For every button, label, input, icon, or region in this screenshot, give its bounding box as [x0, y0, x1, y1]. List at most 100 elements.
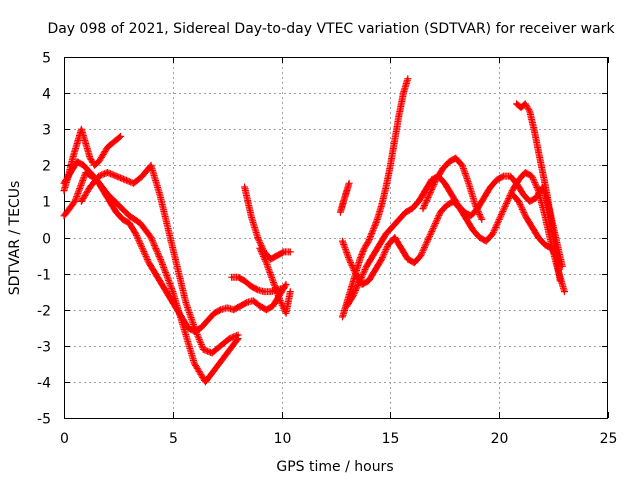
data-point [474, 203, 477, 207]
data-point [97, 174, 101, 178]
data-point [202, 348, 205, 351]
data-point [93, 164, 96, 167]
y-tick-label: -3 [37, 340, 51, 356]
data-point [443, 182, 446, 185]
data-point [80, 128, 83, 131]
data-point [397, 113, 401, 117]
data-point [426, 239, 429, 243]
x-tick-label: 10 [274, 431, 292, 447]
data-point [249, 214, 253, 217]
series-track-3 [60, 169, 242, 386]
data-point [419, 254, 423, 257]
data-point [402, 91, 405, 95]
data-point [561, 265, 564, 268]
data-point [380, 203, 383, 207]
data-point [236, 333, 240, 337]
data-point [528, 110, 531, 113]
y-tick-label: 4 [42, 87, 51, 103]
data-point [378, 243, 381, 246]
data-point [400, 247, 403, 250]
data-point [149, 236, 153, 239]
data-point [160, 283, 164, 286]
data-point [374, 268, 377, 272]
data-point [226, 351, 229, 355]
data-point [347, 182, 351, 185]
data-point [417, 200, 420, 203]
data-point [269, 258, 272, 261]
data-point [199, 326, 203, 329]
data-point [517, 178, 520, 181]
data-point [550, 221, 553, 225]
data-point [384, 185, 388, 189]
data-point [484, 239, 488, 243]
series-track-14 [508, 190, 562, 263]
data-point [263, 290, 266, 293]
data-point [88, 185, 92, 189]
data-point [448, 160, 451, 163]
data-point [543, 243, 547, 246]
x-axis-label: GPS time / hours [276, 459, 393, 475]
data-point [158, 193, 161, 196]
x-tick-label: 15 [382, 431, 400, 447]
data-point [471, 229, 475, 232]
data-point [550, 247, 553, 250]
data-point [537, 236, 540, 239]
data-point [502, 174, 505, 178]
data-point [343, 196, 346, 199]
data-point [115, 138, 118, 142]
data-point [480, 218, 483, 221]
data-point [511, 193, 514, 196]
data-point [106, 171, 109, 174]
data-point [376, 218, 379, 221]
data-point [406, 77, 409, 80]
data-point [269, 290, 272, 293]
data-point [226, 306, 229, 310]
data-point [469, 214, 473, 217]
data-point [210, 351, 214, 355]
data-point [139, 221, 142, 225]
data-point [347, 258, 351, 261]
data-point [215, 366, 218, 369]
data-point [284, 312, 288, 315]
y-tick-label: -4 [37, 376, 51, 392]
data-point [454, 156, 457, 160]
data-point [504, 203, 507, 207]
data-point [106, 193, 109, 196]
series-track-9 [336, 179, 353, 216]
y-axis-label: SDTVAR / TECUs [7, 181, 23, 296]
data-point [284, 283, 288, 286]
data-point [154, 272, 157, 275]
data-point [482, 196, 486, 199]
data-point [186, 326, 190, 329]
data-point [371, 229, 375, 232]
data-point [141, 174, 144, 178]
data-point [141, 247, 144, 250]
data-point [339, 211, 342, 214]
data-point [341, 203, 344, 207]
data-point [352, 294, 355, 297]
data-point [249, 285, 253, 288]
data-point [521, 193, 525, 196]
x-tick-label: 20 [491, 431, 509, 447]
data-point [467, 182, 470, 185]
data-point [461, 164, 464, 167]
data-point [232, 308, 235, 311]
x-tick-label: 5 [169, 431, 178, 447]
data-point [537, 149, 540, 153]
y-tick-label: -5 [37, 412, 51, 428]
data-point [367, 279, 370, 282]
data-point [498, 218, 501, 221]
data-point [193, 362, 196, 366]
data-point [265, 308, 268, 311]
data-point [289, 290, 292, 293]
series-track-2 [60, 125, 125, 195]
series-track-12 [419, 154, 486, 223]
data-point [517, 200, 520, 203]
data-point [495, 178, 499, 181]
data-point [128, 214, 131, 217]
data-point [206, 319, 209, 322]
data-point [73, 200, 77, 203]
